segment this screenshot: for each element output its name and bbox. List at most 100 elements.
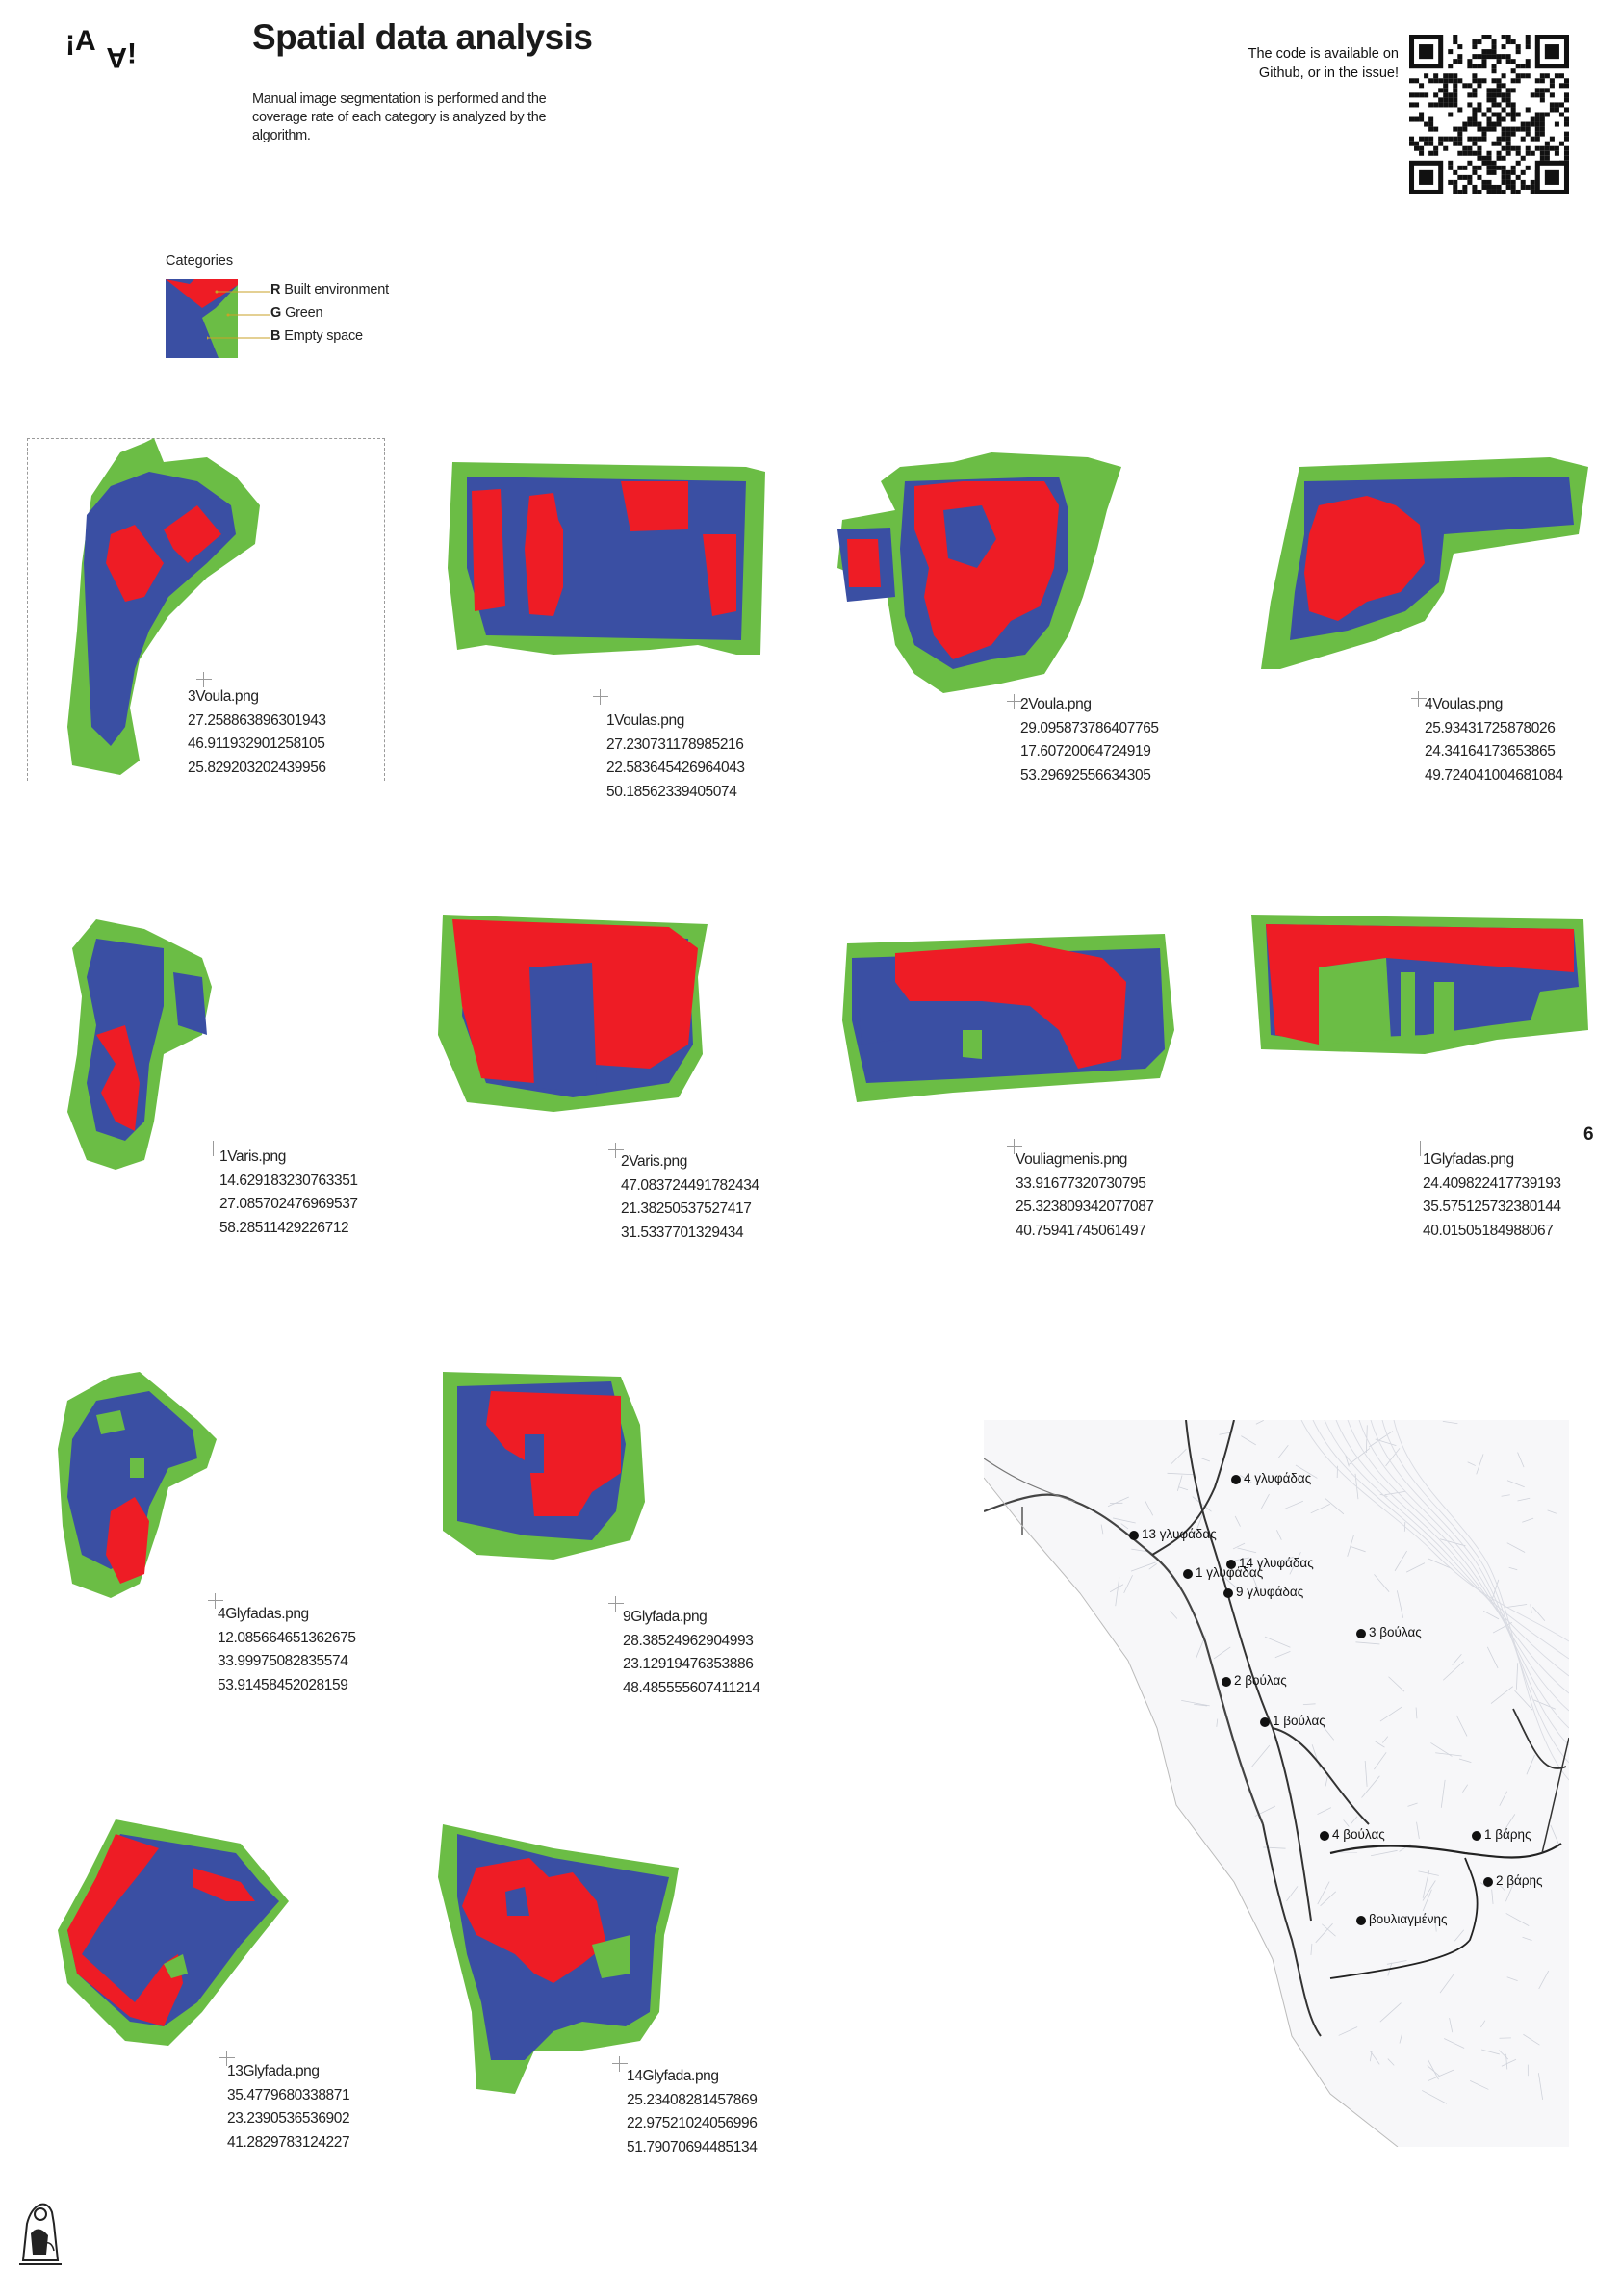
segmentation-map bbox=[837, 452, 1121, 693]
card-value-v3: 25.829203202439956 bbox=[188, 759, 326, 776]
card-value-v2: 25.323809342077087 bbox=[1016, 1199, 1154, 1215]
card-value-v1: 47.083724491782434 bbox=[621, 1176, 759, 1194]
built-region bbox=[193, 1868, 255, 1901]
card-stats: 9Glyfada.png 28.38524962904993 23.12919476… bbox=[623, 1606, 760, 1700]
card-value-v1: 33.91677320730795 bbox=[1016, 1174, 1146, 1192]
legend-connectors bbox=[205, 284, 274, 342]
map-marker-icon[interactable] bbox=[1226, 1560, 1236, 1569]
selection-frame bbox=[27, 438, 385, 781]
segmentation-map bbox=[67, 919, 212, 1170]
built-region bbox=[472, 489, 505, 611]
card-value-v2: 17.60720064724919 bbox=[1020, 743, 1151, 760]
card-stats: 1Glyfadas.png 24.409822417739193 35.575125… bbox=[1423, 1148, 1561, 1243]
segmentation-map bbox=[1251, 915, 1588, 1054]
university-seal-icon bbox=[15, 2195, 65, 2267]
card-filename: 1Voulas.png bbox=[606, 712, 684, 729]
card-value-v2: 24.34164173653865 bbox=[1425, 743, 1556, 760]
card-value-v1: 27.258863896301943 bbox=[188, 711, 326, 729]
green-region bbox=[164, 1954, 188, 1978]
crosshair-icon bbox=[208, 1593, 223, 1609]
map-marker-icon[interactable] bbox=[1356, 1916, 1366, 1925]
card-filename: 2Voula.png bbox=[1020, 696, 1092, 712]
card-value-v3: 53.91458452028159 bbox=[218, 1676, 348, 1693]
map-marker-icon[interactable] bbox=[1483, 1877, 1493, 1887]
card-filename: 13Glyfada.png bbox=[227, 2063, 320, 2079]
built-region bbox=[462, 1858, 606, 1983]
card-filename: 3Voula.png bbox=[188, 688, 259, 705]
empty-region bbox=[173, 972, 207, 1035]
card-value-v2: 27.085702476969537 bbox=[219, 1196, 358, 1212]
crosshair-icon bbox=[1411, 691, 1427, 707]
map-marker-icon[interactable] bbox=[1222, 1677, 1231, 1687]
card-value-v3: 50.18562339405074 bbox=[606, 783, 737, 800]
card-value-v3: 48.485555607411214 bbox=[623, 1679, 760, 1696]
card-stats: 1Varis.png 14.629183230763351 27.085702476… bbox=[219, 1146, 358, 1240]
built-region bbox=[895, 943, 1126, 1069]
map-marker-label: 1 βάρης bbox=[1484, 1827, 1531, 1842]
legend-item-empty: B Empty space bbox=[270, 328, 363, 344]
empty-region bbox=[857, 967, 895, 1045]
crosshair-icon bbox=[608, 1143, 624, 1158]
card-value-v1: 28.38524962904993 bbox=[623, 1632, 754, 1649]
built-region bbox=[106, 1497, 149, 1584]
card-stats: 4Glyfadas.png 12.085664651362675 33.999750… bbox=[218, 1603, 356, 1697]
built-region bbox=[847, 539, 881, 587]
crosshair-icon bbox=[196, 672, 212, 687]
card-stats: 4Voulas.png 25.93431725878026 24.341641736… bbox=[1425, 693, 1563, 787]
card-stats: 13Glyfada.png 35.4779680338871 23.23905365… bbox=[227, 2060, 350, 2154]
built-region bbox=[164, 505, 221, 563]
qr-note: The code is available on Github, or in t… bbox=[1248, 46, 1399, 81]
card-value-v3: 49.724041004681084 bbox=[1425, 766, 1563, 784]
card-value-v2: 22.583645426964043 bbox=[606, 760, 745, 776]
card-value-v1: 24.409822417739193 bbox=[1423, 1174, 1561, 1192]
built-region bbox=[621, 481, 688, 531]
crosshair-icon bbox=[219, 2051, 235, 2066]
empty-region bbox=[505, 1887, 529, 1916]
map-marker-icon[interactable] bbox=[1231, 1475, 1241, 1484]
card-value-v1: 14.629183230763351 bbox=[219, 1172, 358, 1189]
card-filename: Vouliagmenis.png bbox=[1016, 1151, 1127, 1168]
segmentation-map bbox=[438, 915, 708, 1112]
qr-code-icon[interactable] bbox=[1409, 35, 1569, 194]
legend-title: Categories bbox=[166, 253, 234, 269]
map-marker-label: 4 γλυφάδας bbox=[1244, 1471, 1312, 1485]
legend-swatch bbox=[166, 279, 238, 358]
built-region bbox=[1304, 496, 1425, 621]
built-region bbox=[1266, 924, 1574, 1045]
card-value-v3: 53.29692556634305 bbox=[1020, 766, 1151, 784]
green-region bbox=[130, 1458, 144, 1478]
card-value-v3: 31.5337701329434 bbox=[621, 1224, 744, 1241]
segmentation-map bbox=[842, 934, 1174, 1102]
map-marker-icon[interactable] bbox=[1223, 1588, 1233, 1598]
legend-item-built: R Built environment bbox=[270, 282, 389, 297]
logo: ¡A ¡A bbox=[64, 21, 139, 79]
card-value-v2: 46.911932901258105 bbox=[188, 735, 325, 752]
green-region bbox=[96, 1410, 125, 1434]
crosshair-icon bbox=[1007, 1139, 1022, 1154]
card-value-v1: 25.23408281457869 bbox=[627, 2091, 758, 2108]
map-marker-icon[interactable] bbox=[1260, 1717, 1270, 1727]
map-marker-label: 13 γλυφάδας bbox=[1142, 1527, 1217, 1541]
card-filename: 9Glyfada.png bbox=[623, 1609, 708, 1625]
card-filename: 1Glyfadas.png bbox=[1423, 1151, 1514, 1168]
map-marker-icon[interactable] bbox=[1320, 1831, 1329, 1841]
card-value-v1: 27.230731178985216 bbox=[606, 735, 744, 753]
card-stats: 1Voulas.png 27.230731178985216 22.58364542… bbox=[606, 709, 745, 804]
map-marker-label: 14 γλυφάδας bbox=[1239, 1556, 1314, 1570]
map-marker-icon[interactable] bbox=[1129, 1531, 1139, 1540]
map-marker-icon[interactable] bbox=[1356, 1629, 1366, 1638]
card-value-v3: 41.2829783124227 bbox=[227, 2133, 350, 2151]
map-marker-icon[interactable] bbox=[1183, 1569, 1193, 1579]
map-marker-label: 2 βούλας bbox=[1234, 1673, 1287, 1688]
card-filename: 4Glyfadas.png bbox=[218, 1606, 309, 1622]
card-stats: 2Voula.png 29.095873786407765 17.607200647… bbox=[1020, 693, 1159, 787]
card-value-v1: 29.095873786407765 bbox=[1020, 719, 1159, 736]
page-number: 6 bbox=[1583, 1124, 1594, 1145]
location-map[interactable]: 4 γλυφάδας 13 γλυφάδας 14 γλυφάδας 1 γλυφάδ… bbox=[983, 1419, 1570, 2148]
segmentation-map bbox=[448, 462, 765, 655]
crosshair-icon bbox=[612, 2056, 628, 2072]
crosshair-icon bbox=[608, 1596, 624, 1612]
card-value-v3: 58.28511429226712 bbox=[219, 1219, 349, 1236]
svg-text:¡A: ¡A bbox=[65, 25, 96, 57]
map-marker-icon[interactable] bbox=[1472, 1831, 1481, 1841]
